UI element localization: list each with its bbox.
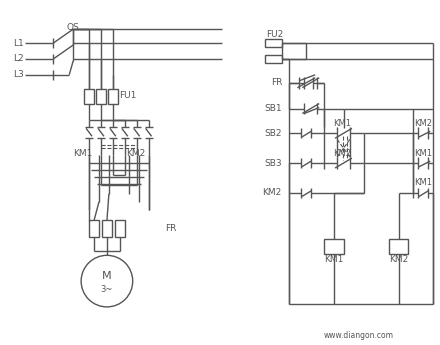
Text: KM1: KM1: [324, 255, 344, 264]
Text: QS: QS: [67, 23, 80, 32]
Bar: [96, 89, 106, 104]
Text: FU1: FU1: [119, 91, 136, 100]
Text: SB1: SB1: [265, 104, 282, 113]
Text: L3: L3: [13, 70, 24, 79]
Text: KM1: KM1: [414, 178, 433, 187]
Text: L1: L1: [13, 39, 24, 48]
Text: M: M: [102, 271, 112, 281]
Text: SB3: SB3: [264, 159, 282, 168]
Text: KM1: KM1: [414, 149, 433, 158]
Bar: [264, 39, 282, 47]
Text: FU2: FU2: [266, 30, 283, 39]
Bar: [89, 220, 99, 237]
Text: www.diangon.com: www.diangon.com: [324, 331, 394, 340]
Text: 3~: 3~: [101, 285, 113, 294]
Text: KM2: KM2: [126, 149, 145, 158]
Text: FR: FR: [271, 78, 282, 87]
Bar: [84, 89, 94, 104]
Text: KM2: KM2: [414, 119, 433, 128]
Text: KM2: KM2: [389, 255, 408, 264]
Text: KM2: KM2: [262, 188, 282, 197]
Bar: [108, 89, 118, 104]
Bar: [324, 239, 344, 254]
Bar: [389, 239, 408, 254]
Text: L2: L2: [13, 55, 24, 63]
Bar: [102, 220, 112, 237]
Bar: [115, 220, 125, 237]
Text: KM2: KM2: [333, 149, 351, 158]
Circle shape: [81, 255, 133, 307]
Text: KM1: KM1: [333, 119, 351, 128]
Text: FR: FR: [165, 224, 177, 233]
Bar: [264, 55, 282, 63]
Text: SB2: SB2: [264, 129, 282, 138]
Text: KM1: KM1: [73, 149, 93, 158]
